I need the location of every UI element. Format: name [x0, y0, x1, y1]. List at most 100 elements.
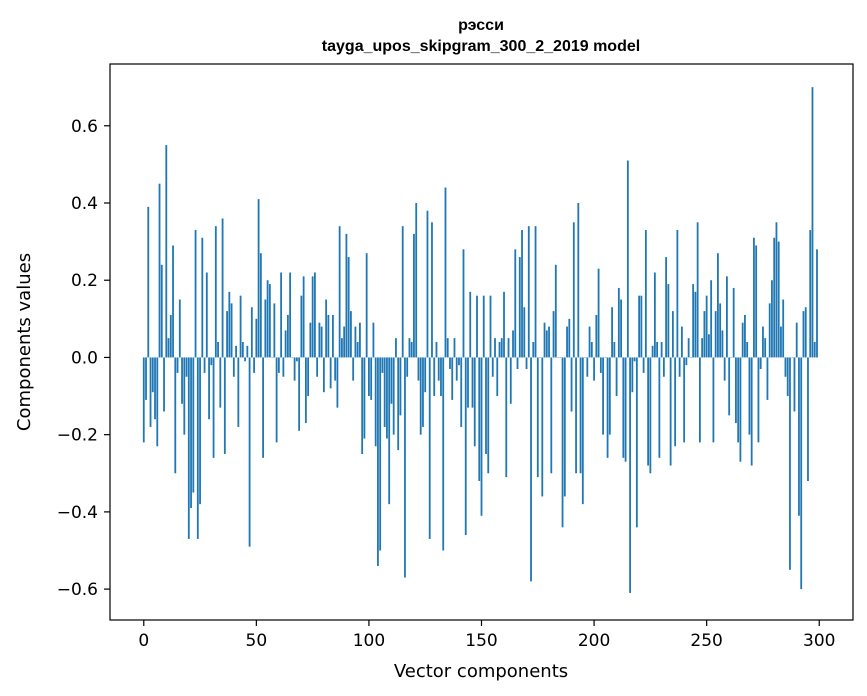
bar [579, 357, 582, 474]
bar [230, 303, 233, 358]
bar [552, 311, 555, 358]
bar [676, 230, 679, 358]
bar [404, 357, 406, 578]
bar [640, 295, 643, 358]
bar [658, 357, 661, 458]
y-tick-label: −0.2 [57, 426, 98, 446]
ticks-group: 0 50 100 150 200 250 300 −0.6 −0.4 −0.2 0.0 0.2 0.4 0… [57, 117, 836, 651]
bar [795, 322, 798, 358]
bar [599, 357, 602, 373]
bar [777, 241, 780, 358]
bar [239, 295, 242, 358]
bar [264, 299, 267, 358]
bar [248, 357, 251, 547]
bar [415, 203, 418, 358]
bar [705, 295, 708, 358]
bar [732, 287, 735, 358]
bar [151, 357, 154, 393]
bar [268, 284, 271, 358]
bar [757, 357, 760, 443]
bar [446, 338, 449, 358]
bar [277, 357, 280, 373]
bar [500, 338, 503, 358]
bar [255, 318, 258, 358]
bar [345, 233, 348, 358]
bar [721, 330, 724, 358]
bar [532, 342, 535, 358]
bar [780, 326, 782, 358]
bar [316, 357, 319, 377]
bar [629, 357, 631, 593]
bar [813, 342, 816, 358]
bar [566, 326, 568, 358]
bar [417, 357, 420, 381]
bar [816, 249, 818, 358]
bar [687, 338, 690, 358]
bar [469, 291, 472, 358]
bar [735, 357, 737, 424]
bar [163, 357, 165, 412]
bar [762, 326, 764, 358]
bar [419, 357, 422, 435]
bar [476, 295, 478, 358]
bar [753, 237, 755, 358]
bar [203, 357, 206, 373]
bar [491, 357, 494, 377]
x-tick-label: 0 [138, 631, 149, 651]
bar [656, 342, 659, 358]
bar [719, 303, 722, 358]
bar [413, 233, 415, 358]
bar [590, 342, 593, 358]
bar [726, 276, 728, 358]
bar [651, 345, 654, 358]
bar [250, 307, 253, 358]
bar [543, 322, 546, 358]
bar [361, 357, 364, 454]
bar [365, 253, 368, 358]
bar [431, 222, 433, 358]
bar [145, 357, 147, 400]
chart-subtitle: tayga_upos_skipgram_300_2_2019 model [322, 38, 640, 55]
bar [572, 222, 575, 358]
bar [262, 357, 264, 458]
bar [570, 357, 573, 412]
bar [313, 272, 316, 358]
bar [638, 295, 641, 358]
bar [214, 226, 217, 358]
bar [653, 272, 656, 358]
bar [395, 338, 397, 358]
bar [703, 311, 706, 358]
bar [332, 314, 334, 358]
y-tick-label: −0.4 [57, 503, 98, 523]
bar [489, 295, 492, 358]
bar [208, 357, 210, 420]
x-axis-label: Vector components [394, 661, 568, 682]
bar [275, 357, 278, 443]
x-tick-label: 200 [578, 631, 610, 651]
bar [237, 357, 240, 427]
bar [480, 357, 483, 516]
bars-group [142, 87, 818, 593]
bar [460, 357, 463, 427]
bar [764, 338, 767, 358]
bar [714, 311, 717, 358]
x-tick-label: 250 [690, 631, 722, 651]
bar [379, 357, 382, 551]
bar [451, 357, 454, 400]
bar [368, 357, 370, 397]
bar [228, 291, 231, 358]
bar [444, 187, 447, 358]
bar [577, 203, 580, 358]
bar [642, 357, 645, 373]
bar [156, 357, 159, 447]
bar [748, 357, 751, 435]
bar [350, 311, 352, 358]
x-tick-label: 300 [803, 631, 835, 651]
bar [181, 357, 183, 404]
bar [244, 357, 246, 362]
bar [498, 342, 501, 358]
bar [550, 357, 553, 474]
bar [667, 284, 670, 358]
bar [775, 222, 778, 358]
bar [390, 357, 393, 404]
